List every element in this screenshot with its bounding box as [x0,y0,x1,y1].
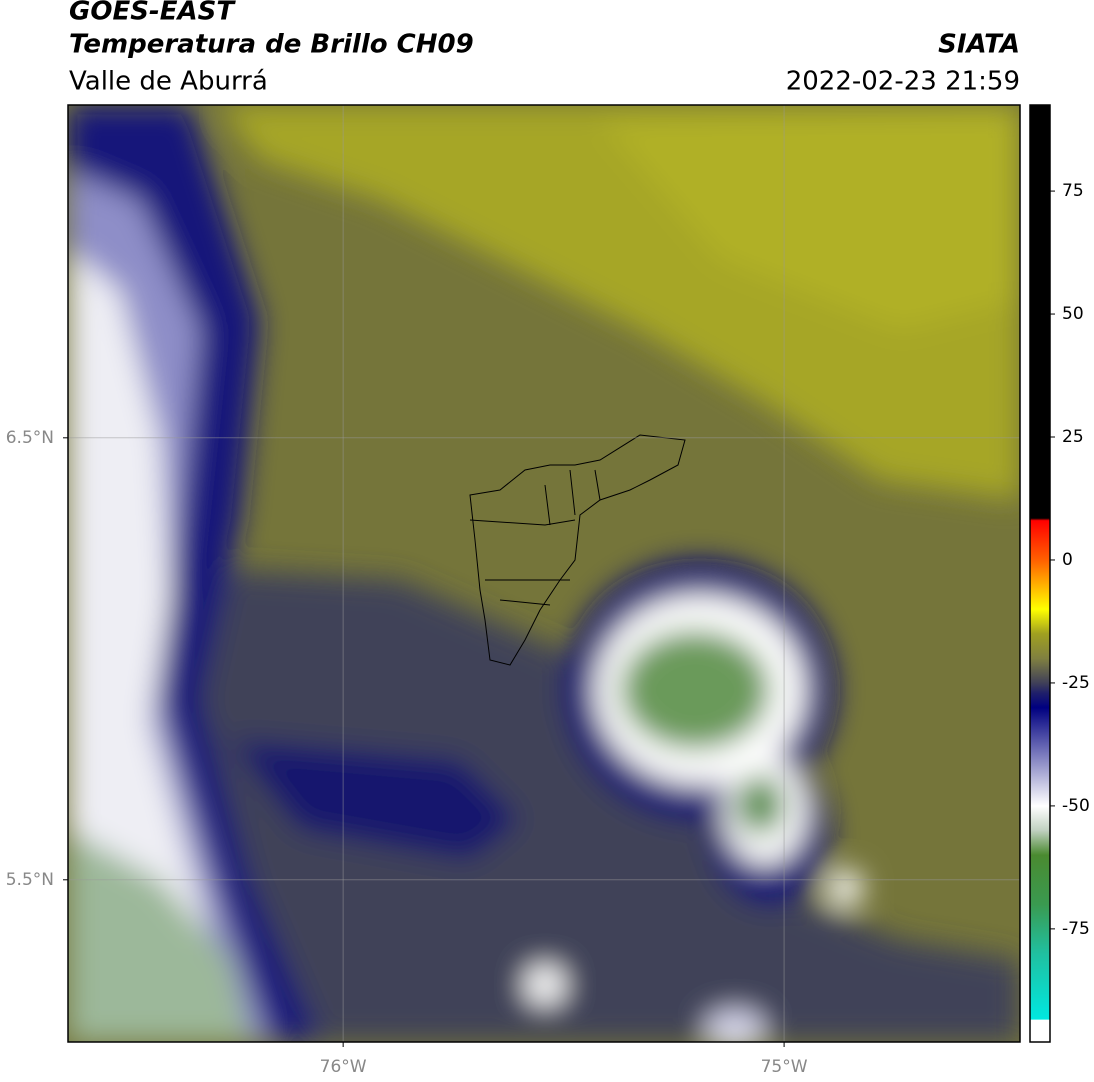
colorbar-tick-label: 25 [1062,427,1084,447]
map-frame [67,104,1021,1043]
title: GOES-EAST [69,0,236,27]
region: Valle de Aburrá [69,67,268,97]
colorbar [1029,104,1051,1043]
subtitle: Temperatura de Brillo CH09 [69,30,474,60]
lat-label: 6.5°N [6,428,54,448]
colorbar-tick-label: 0 [1062,550,1073,570]
lat-label: 5.5°N [6,870,54,890]
colorbar-tick-label: 50 [1062,304,1084,324]
colorbar-tick-label: -75 [1062,919,1090,939]
source: SIATA [938,30,1020,60]
lon-label: 75°W [761,1057,808,1077]
datetime: 2022-02-23 21:59 [786,67,1020,97]
colorbar-tick-label: -50 [1062,796,1090,816]
valley-boundary [469,434,686,666]
colorbar-tick-label: -25 [1062,673,1090,693]
map-imagery [68,105,1020,1042]
colorbar-tick-label: 75 [1062,181,1084,201]
lon-label: 76°W [320,1057,367,1077]
